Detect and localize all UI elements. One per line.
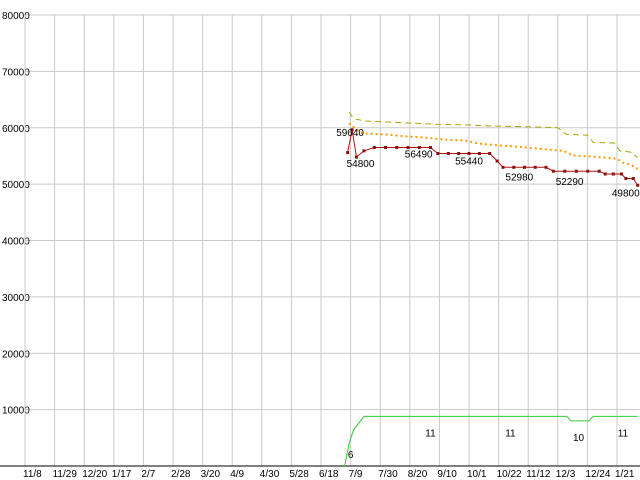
data-marker	[523, 165, 526, 169]
x-axis-label: 4/30	[260, 469, 280, 480]
x-axis-label: 3/20	[201, 469, 221, 480]
store-count-label: 11	[425, 428, 436, 439]
price-label: 52980	[505, 172, 533, 183]
data-marker	[395, 146, 399, 149]
x-axis-label: 10/22	[497, 469, 522, 480]
x-axis-label: 1/17	[112, 469, 132, 480]
x-axis-label: 8/20	[408, 469, 428, 480]
data-marker	[586, 169, 590, 173]
data-marker	[544, 165, 548, 169]
data-marker	[631, 177, 635, 180]
x-axis-label: 11/8	[23, 469, 42, 480]
x-axis-label: 10/1	[467, 469, 487, 480]
data-marker	[574, 169, 578, 173]
x-axis-label: 11/29	[53, 469, 78, 480]
price-label: 49800	[612, 188, 640, 199]
price-label: 54800	[347, 159, 375, 170]
data-marker	[563, 169, 567, 173]
store-count-label: 6	[348, 450, 354, 461]
price-label: 59640	[336, 128, 364, 139]
y-axis-label: 10000	[2, 406, 30, 417]
data-marker	[477, 152, 481, 155]
x-axis-label: 7/9	[349, 469, 363, 480]
x-axis-label: 12/20	[82, 469, 107, 480]
data-marker	[624, 177, 628, 180]
store-count-label: 11	[618, 428, 629, 439]
data-marker	[436, 152, 440, 155]
data-marker	[512, 165, 516, 169]
data-marker	[350, 128, 354, 132]
price-label: 56490	[405, 150, 433, 161]
data-marker	[533, 165, 537, 169]
data-marker	[501, 165, 505, 169]
x-axis-label: 4/9	[230, 469, 244, 480]
data-marker	[429, 146, 432, 149]
y-axis-label: 50000	[2, 180, 30, 191]
data-marker	[372, 146, 376, 149]
x-axis-label: 6/18	[319, 469, 339, 480]
data-marker	[488, 152, 492, 155]
data-marker	[362, 149, 366, 153]
x-axis-label: 2/7	[141, 469, 155, 480]
data-marker	[406, 146, 410, 149]
price-label: 52290	[556, 177, 584, 188]
x-axis-label: 2/28	[171, 469, 191, 480]
x-axis-label: 12/24	[585, 469, 610, 480]
x-axis-label: 9/10	[437, 469, 457, 480]
data-marker	[384, 146, 387, 149]
data-marker	[597, 169, 601, 173]
data-marker	[495, 159, 499, 163]
data-marker	[417, 146, 421, 149]
x-axis-label: 12/3	[556, 469, 576, 480]
y-axis-label: 40000	[2, 237, 30, 248]
data-marker	[457, 152, 461, 155]
store-count-label: 11	[505, 428, 516, 439]
series-store-count	[344, 415, 638, 467]
data-marker	[446, 152, 450, 155]
y-axis-label: 70000	[2, 67, 30, 78]
price-label: 55440	[455, 157, 483, 168]
data-marker	[636, 183, 640, 187]
series-average-price	[348, 122, 639, 170]
store-count-label: 10	[573, 433, 585, 444]
y-axis-label: 30000	[2, 293, 30, 304]
x-axis-label: 7/30	[378, 469, 398, 480]
data-marker	[611, 172, 615, 176]
y-axis-label: 20000	[2, 349, 30, 360]
data-marker	[355, 155, 358, 159]
x-axis-label: 1/21	[615, 469, 635, 480]
data-marker	[619, 172, 623, 176]
x-axis-label: 5/28	[289, 469, 309, 480]
data-marker	[467, 152, 471, 155]
data-marker	[551, 169, 555, 173]
data-marker	[603, 172, 607, 176]
y-axis-label: 80000	[2, 11, 30, 22]
data-marker	[346, 151, 350, 155]
x-axis-label: 11/12	[526, 469, 551, 480]
y-axis-label: 60000	[2, 124, 30, 135]
